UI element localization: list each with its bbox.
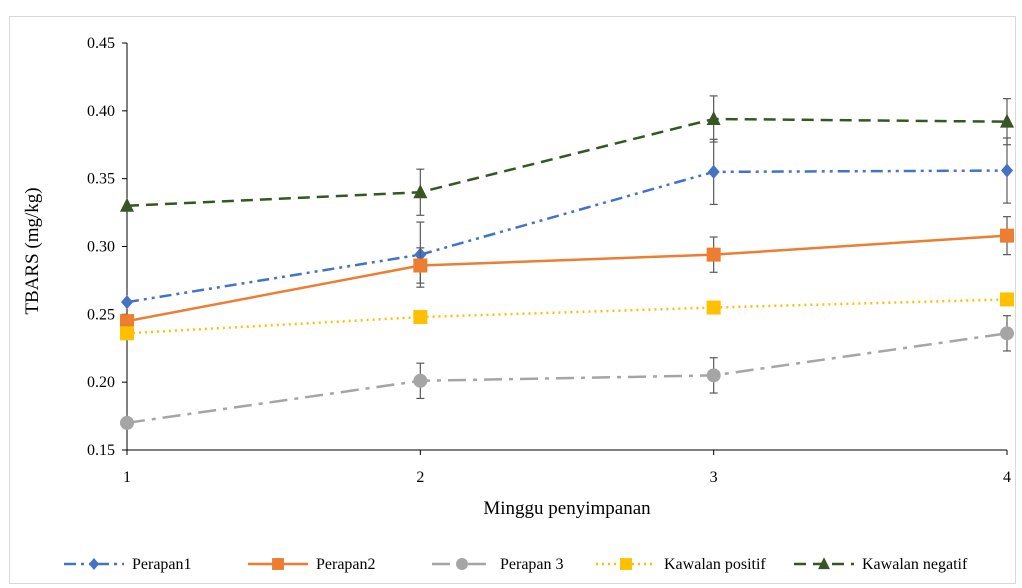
data-point-circle — [456, 558, 468, 570]
series-line — [126, 234, 1008, 323]
data-point-triangle — [1000, 113, 1014, 128]
data-point-square — [272, 558, 284, 570]
data-point-square — [1000, 292, 1014, 307]
legend-item-2: Perapan2 — [248, 556, 376, 573]
legend-label: Perapan2 — [316, 556, 376, 573]
series-3 — [120, 315, 1014, 430]
x-tick-label: 1 — [123, 469, 131, 486]
data-point-square — [413, 310, 428, 325]
x-axis-title: Minggu penyimpanan — [483, 498, 651, 519]
legend-item-1: Perapan1 — [64, 556, 192, 573]
data-point-square — [120, 326, 134, 341]
y-tick-label: 0.40 — [87, 103, 115, 120]
series-5 — [120, 95, 1014, 216]
legend-label: Perapan 3 — [500, 556, 564, 573]
y-tick-label: 0.20 — [87, 374, 115, 391]
data-point-square — [620, 558, 632, 570]
y-tick-label: 0.45 — [87, 35, 115, 52]
legend: Perapan1 Perapan2 Perapan 3 Kawalan positif… — [64, 556, 968, 573]
series-line — [126, 298, 1008, 335]
x-tick-label: 2 — [416, 469, 424, 486]
y-tick-label: 0.25 — [87, 306, 115, 323]
legend-item-4: Kawalan positif — [596, 556, 766, 573]
data-point-diamond — [88, 558, 100, 570]
series-2 — [120, 216, 1014, 329]
legend-item-5: Kawalan negatif — [794, 556, 968, 573]
legend-label: Perapan1 — [132, 556, 192, 573]
data-point-square — [706, 247, 721, 262]
data-point-square — [413, 258, 428, 273]
legend-label: Kawalan negatif — [862, 556, 968, 573]
series-1 — [121, 137, 1013, 310]
series-line — [126, 332, 1008, 425]
series-4 — [120, 292, 1014, 341]
data-point-circle — [413, 373, 428, 388]
series-line — [126, 117, 1008, 208]
data-point-diamond — [121, 295, 133, 310]
y-tick-label: 0.30 — [87, 239, 115, 256]
data-point-triangle — [120, 197, 134, 212]
x-axis: 1 2 3 4 — [123, 449, 1011, 486]
y-axis-title: TBARS (mg/kg) — [22, 187, 43, 314]
data-point-square — [706, 300, 721, 315]
series-line — [126, 169, 1008, 304]
data-point-circle — [1000, 326, 1014, 341]
y-tick-label: 0.35 — [87, 171, 115, 188]
data-point-square — [1000, 228, 1014, 243]
series-layer — [120, 95, 1014, 430]
y-tick-label: 0.15 — [87, 442, 115, 459]
y-axis: 0.15 0.20 0.25 0.30 0.35 0.40 0.45 — [87, 35, 128, 459]
data-point-triangle — [413, 184, 428, 199]
chart-frame — [9, 16, 1016, 584]
x-tick-label: 4 — [1003, 469, 1011, 486]
data-point-circle — [706, 368, 721, 383]
data-point-diamond — [1001, 163, 1013, 178]
legend-label: Kawalan positif — [664, 556, 766, 573]
data-point-circle — [120, 415, 134, 430]
data-point-triangle — [818, 557, 830, 570]
data-point-diamond — [707, 164, 720, 179]
legend-item-3: Perapan 3 — [432, 556, 564, 573]
data-point-triangle — [706, 110, 721, 125]
data-point-square — [120, 314, 134, 329]
x-tick-label: 3 — [710, 469, 718, 486]
